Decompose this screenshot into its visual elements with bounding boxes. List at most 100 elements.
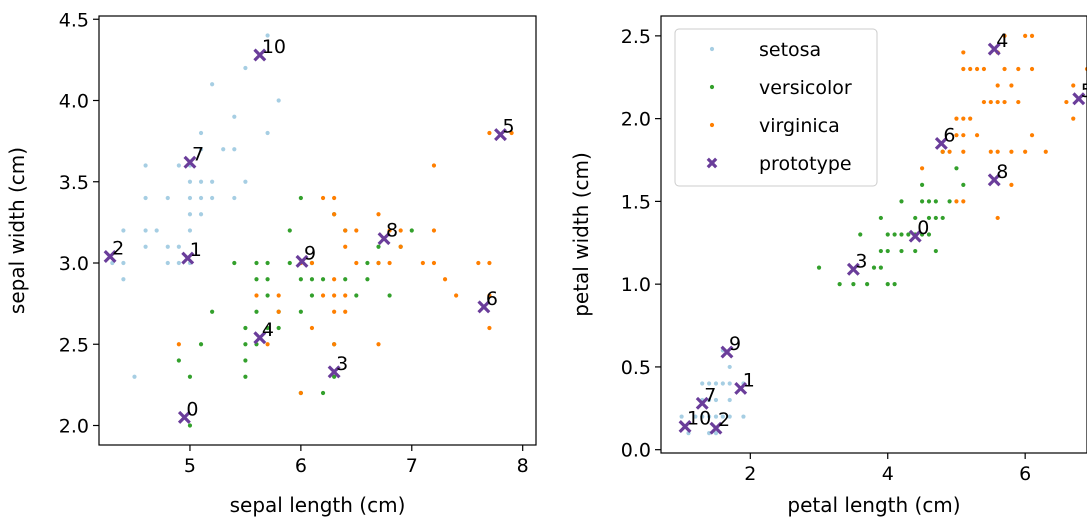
prototype-label: 9 — [729, 333, 741, 355]
sepal-series-versicolor — [176, 195, 414, 428]
versicolor-point — [243, 342, 248, 347]
prototype-label: 7 — [192, 143, 204, 165]
virginica-point — [332, 277, 337, 282]
versicolor-point — [265, 277, 270, 282]
virginica-point — [974, 66, 980, 72]
virginica-point — [981, 99, 987, 105]
virginica-point — [254, 293, 259, 298]
versicolor-point — [243, 358, 248, 363]
y-tick-label: 4.5 — [59, 9, 89, 31]
versicolor-point — [851, 282, 856, 287]
x-tick-label: 8 — [517, 455, 529, 477]
versicolor-point — [298, 277, 303, 282]
versicolor-point — [816, 265, 822, 270]
versicolor-point — [243, 325, 248, 331]
prototype-label: 10 — [262, 36, 286, 58]
legend-label: prototype — [759, 153, 852, 175]
versicolor-point — [232, 260, 237, 266]
virginica-point — [332, 212, 337, 217]
setosa-point — [176, 163, 181, 168]
legend-marker — [709, 84, 715, 90]
virginica-point — [376, 260, 381, 266]
prototype-label: 0 — [186, 398, 198, 420]
setosa-point — [706, 381, 712, 386]
versicolor-point — [254, 277, 259, 282]
y-tick-label: 3.5 — [59, 172, 89, 194]
versicolor-point — [892, 232, 897, 237]
versicolor-point — [940, 215, 945, 221]
petal-series-versicolor — [816, 149, 966, 287]
y-tick-label: 2.0 — [59, 416, 89, 438]
virginica-point — [947, 149, 952, 154]
prototype-label: 6 — [943, 124, 955, 146]
setosa-point — [143, 244, 148, 249]
setosa-point — [713, 381, 719, 386]
versicolor-point — [885, 248, 890, 254]
prototype-label: 4 — [996, 30, 1008, 52]
y-axis-label: sepal width (cm) — [5, 147, 29, 314]
setosa-point — [143, 163, 148, 168]
setosa-point — [198, 147, 204, 152]
versicolor-point — [376, 244, 381, 249]
x-tick-label: 5 — [184, 455, 196, 477]
prototype-marker — [1072, 92, 1086, 106]
virginica-point — [332, 293, 337, 298]
setosa-point — [187, 195, 193, 201]
virginica-point — [343, 228, 348, 233]
virginica-point — [995, 83, 1000, 88]
setosa-point — [713, 397, 719, 403]
virginica-point — [354, 228, 359, 233]
virginica-point — [961, 133, 966, 138]
setosa-point — [232, 114, 237, 119]
virginica-point — [343, 309, 348, 314]
virginica-point — [1016, 66, 1021, 72]
prototype-marker — [253, 331, 267, 345]
versicolor-point — [320, 390, 326, 396]
virginica-point — [1002, 66, 1007, 72]
setosa-point — [210, 82, 215, 87]
versicolor-point — [926, 199, 932, 204]
prototype-marker — [908, 229, 922, 243]
virginica-point — [1016, 99, 1021, 105]
versicolor-point — [265, 293, 270, 298]
x-axis-label: sepal length (cm) — [230, 493, 406, 517]
setosa-point — [713, 414, 719, 419]
legend-label: setosa — [759, 39, 821, 61]
x-tick-label: 4 — [882, 463, 894, 485]
versicolor-point — [858, 232, 863, 237]
y-axis-label: petal width (cm) — [569, 152, 593, 317]
virginica-point — [398, 228, 403, 233]
legend-label: virginica — [759, 115, 840, 137]
versicolor-point — [913, 215, 918, 221]
versicolor-point — [885, 232, 890, 237]
virginica-point — [431, 163, 437, 168]
virginica-point — [968, 116, 973, 121]
setosa-point — [210, 195, 215, 201]
setosa-point — [276, 98, 281, 103]
setosa-point — [187, 179, 193, 184]
versicolor-point — [309, 293, 315, 298]
prototype-marker — [327, 365, 341, 379]
virginica-point — [1043, 149, 1048, 154]
virginica-point — [1071, 83, 1076, 88]
virginica-point — [320, 293, 326, 298]
virginica-point — [1023, 33, 1028, 38]
versicolor-point — [926, 215, 932, 221]
plot-frame — [98, 15, 537, 446]
virginica-point — [954, 199, 959, 204]
virginica-point — [1023, 149, 1028, 154]
setosa-point — [679, 414, 684, 419]
legend: setosa versicolor virginica prototype — [674, 28, 878, 187]
setosa-point — [232, 195, 237, 201]
virginica-point — [298, 390, 303, 396]
virginica-point — [343, 244, 348, 249]
prototype-label: 3 — [336, 353, 348, 375]
versicolor-point — [265, 325, 270, 331]
prototype-label: 2 — [718, 409, 730, 431]
versicolor-point — [287, 228, 292, 233]
x-tick-label: 7 — [406, 455, 418, 477]
y-tick-label: 0.5 — [621, 357, 651, 379]
prototype-marker — [181, 251, 195, 265]
virginica-point — [940, 149, 945, 154]
setosa-point — [143, 195, 148, 201]
